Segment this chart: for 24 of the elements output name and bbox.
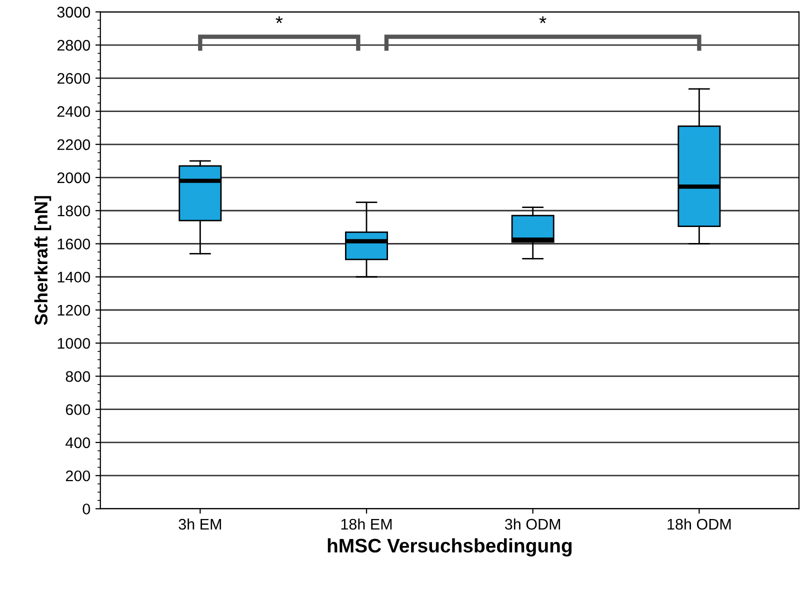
y-tick-label: 2200 bbox=[57, 139, 90, 150]
y-tick-label: 200 bbox=[66, 470, 90, 482]
y-tick-label: 2000 bbox=[57, 172, 90, 184]
y-tick-label: 600 bbox=[66, 404, 90, 416]
x-axis-title: hMSC Versuchsbedingung bbox=[328, 538, 572, 556]
y-tick-label: 1200 bbox=[58, 304, 90, 316]
y-tick-label: 1000 bbox=[58, 338, 90, 349]
annotation: * bbox=[539, 16, 546, 24]
y-tick-label: 1800 bbox=[58, 206, 90, 216]
x-tick-label: 18h EM bbox=[341, 518, 392, 530]
y-tick-label: 400 bbox=[66, 437, 90, 448]
y-tick-label: 800 bbox=[66, 371, 90, 382]
annotation: * bbox=[276, 16, 283, 24]
x-tick-label: 18h ODM bbox=[668, 518, 731, 530]
y-axis-title: Scherkraft [nN] bbox=[34, 196, 52, 326]
x-tick-label: 3h EM bbox=[178, 518, 221, 530]
y-tick-label: 3000 bbox=[57, 6, 90, 18]
y-tick-label: 0 bbox=[82, 504, 90, 514]
y-tick-label: 2800 bbox=[57, 40, 90, 51]
y-tick-label: 2400 bbox=[57, 106, 90, 117]
x-tick-label: 3h ODM bbox=[504, 518, 560, 530]
y-tick-label: 1400 bbox=[58, 272, 90, 283]
y-tick-label: 2600 bbox=[57, 73, 90, 84]
y-tick-label: 1600 bbox=[58, 238, 90, 250]
